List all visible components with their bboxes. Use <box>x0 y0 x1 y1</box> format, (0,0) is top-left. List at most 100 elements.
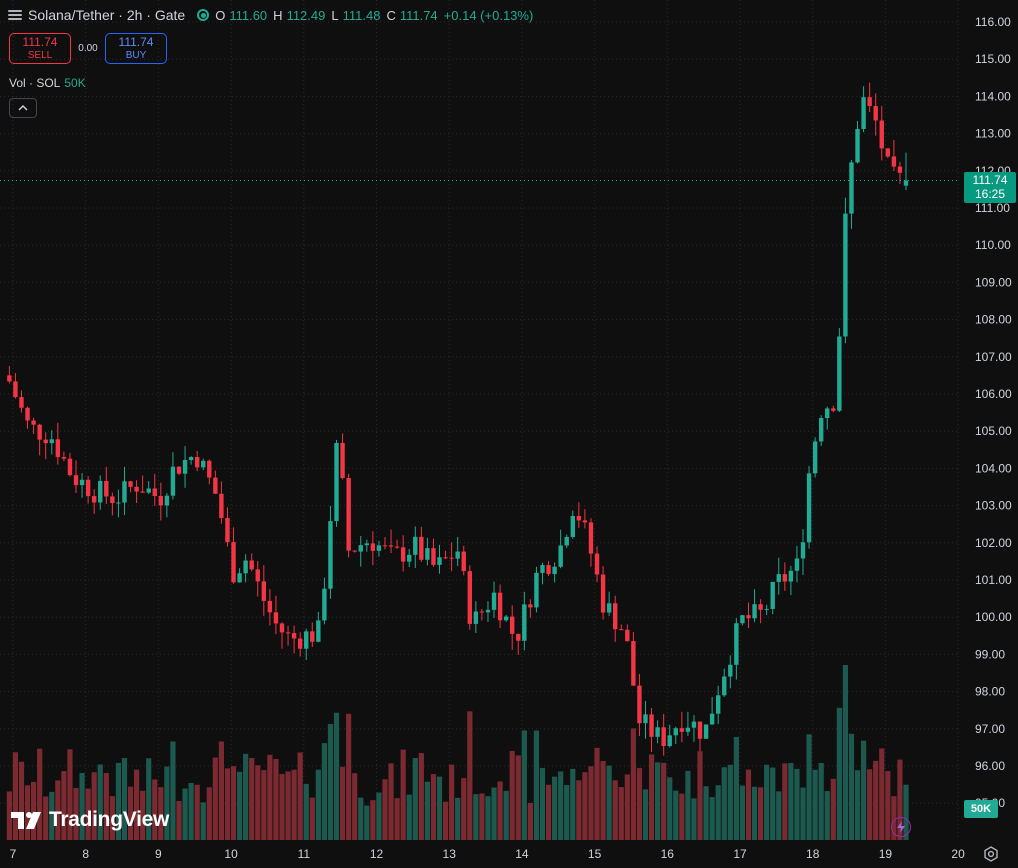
volume-bar <box>206 787 212 840</box>
volume-bar <box>188 782 194 840</box>
candle-body <box>576 515 582 521</box>
low-label: L <box>331 7 339 23</box>
candle-body <box>334 442 339 522</box>
price-tick-label: 101.00 <box>975 573 1012 587</box>
time-tick-label: 9 <box>155 847 162 861</box>
close-value: 111.74 <box>399 7 438 23</box>
candle-body <box>867 97 872 107</box>
volume-bar <box>170 741 176 840</box>
volume-bar <box>836 707 842 840</box>
volume-bar <box>782 763 788 840</box>
candle-body <box>413 536 418 555</box>
candle-body <box>655 727 660 737</box>
volume-bar <box>673 790 679 840</box>
candle-body <box>546 565 551 575</box>
price-tick-label: 109.00 <box>975 275 1012 289</box>
menu-icon[interactable] <box>8 8 22 22</box>
price-tick-label: 98.00 <box>975 685 1005 699</box>
candle-body <box>43 439 48 444</box>
volume-bar <box>582 772 588 840</box>
volume-bar <box>218 741 225 840</box>
candle-body <box>619 629 624 631</box>
volume-bar <box>249 758 255 840</box>
volume-bar <box>588 766 594 840</box>
volume-legend[interactable]: Vol · SOL 50K <box>9 76 86 90</box>
tradingview-logo[interactable]: TradingView <box>11 808 169 832</box>
volume-bar <box>830 778 836 840</box>
candle-body <box>643 714 648 724</box>
volume-bar <box>406 794 412 840</box>
volume-bar <box>848 733 855 840</box>
candle-body <box>267 600 273 613</box>
volume-bar <box>685 770 691 840</box>
volume-bar <box>285 771 291 840</box>
candle-body <box>734 623 739 665</box>
candle-body <box>140 491 145 493</box>
volume-bar <box>164 766 170 840</box>
volume-bar <box>449 764 455 840</box>
current-price-label: 111.74 <box>972 173 1008 187</box>
volume-bar <box>358 797 364 840</box>
high-label: H <box>273 7 283 23</box>
volume-bar <box>412 758 418 840</box>
volume-bar <box>667 777 673 840</box>
time-tick-label: 13 <box>443 847 457 861</box>
price-tick-label: 116.00 <box>975 15 1011 29</box>
candle-body <box>425 548 430 560</box>
candle-body <box>443 557 448 559</box>
time-tick-label: 10 <box>224 847 238 861</box>
candle-body <box>522 604 527 641</box>
candle-body <box>528 604 533 608</box>
tradingview-logo-text: TradingView <box>49 808 170 831</box>
symbol-title[interactable]: Solana/Tether · 2h · Gate <box>28 7 186 23</box>
candle-body <box>897 166 903 173</box>
candle-body <box>291 633 297 639</box>
time-tick-label: 20 <box>951 847 965 861</box>
candle-body <box>788 570 794 582</box>
candle-body <box>61 457 67 459</box>
volume-bar <box>624 774 630 840</box>
candle-body <box>534 572 539 608</box>
volume-bar <box>485 796 491 840</box>
candle-body <box>116 502 121 504</box>
volume-bar <box>733 736 739 840</box>
open-label: O <box>215 7 226 23</box>
volume-bar <box>897 759 903 840</box>
candle-body <box>219 493 224 519</box>
buy-button[interactable]: 111.74 BUY <box>105 33 167 64</box>
gear-icon[interactable] <box>982 845 1000 863</box>
volume-bar <box>182 788 188 840</box>
candle-body <box>128 481 133 487</box>
candle-body <box>849 162 854 214</box>
volume-bar <box>212 757 218 840</box>
volume-bar <box>812 769 818 840</box>
market-status-icon <box>197 9 210 21</box>
candle-body <box>776 574 781 582</box>
candle-body <box>73 475 79 486</box>
high-value: 112.49 <box>286 7 326 23</box>
volume-bar <box>315 769 321 840</box>
time-axis[interactable]: 7 8 9 10 11 12 13 14 15 16 17 18 19 20 <box>10 847 965 861</box>
volume-bar <box>552 776 558 840</box>
volume-bar <box>600 761 606 840</box>
lightning-icon[interactable] <box>891 817 911 837</box>
candle-body <box>152 488 157 496</box>
candle-body <box>843 213 848 337</box>
volume-bar <box>430 774 437 840</box>
price-axis[interactable]: 116.00115.00114.00113.00112.00111.00110.… <box>975 15 1012 810</box>
candle-body <box>304 631 309 649</box>
candle-body <box>685 727 691 732</box>
volume-bar <box>152 779 158 840</box>
candle-body <box>697 721 703 739</box>
volume-bar <box>37 748 43 840</box>
volume-bar <box>18 761 25 840</box>
volume-bar <box>751 786 758 840</box>
sell-button[interactable]: 111.74 SELL <box>9 33 71 64</box>
collapse-legend-button[interactable] <box>9 98 37 118</box>
candle-body <box>861 97 866 130</box>
candle-body <box>764 608 769 610</box>
volume-bar <box>630 728 636 840</box>
volume-bar <box>867 769 873 840</box>
candle-body <box>85 479 91 497</box>
